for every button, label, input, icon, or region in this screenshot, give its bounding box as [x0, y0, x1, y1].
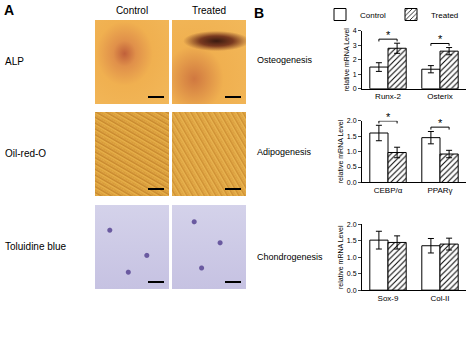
- html-text:Treated: Treated: [192, 5, 226, 16]
- svg-text:relative mRNA Level: relative mRNA Level: [343, 28, 350, 92]
- html-text:Oil-red-O: Oil-red-O: [5, 148, 47, 159]
- svg-text:0.5: 0.5: [347, 163, 357, 170]
- svg-text:1.5: 1.5: [347, 133, 357, 140]
- svg-text:2.0: 2.0: [347, 117, 357, 124]
- svg-text:relative mRNA Level: relative mRNA Level: [337, 119, 344, 183]
- svg-text:Chondrogenesis: Chondrogenesis: [257, 252, 323, 262]
- svg-text:0: 0: [353, 85, 357, 92]
- html-text:A: A: [4, 2, 15, 18]
- svg-text:Runx-2: Runx-2: [375, 92, 401, 101]
- svg-text:PPARγ: PPARγ: [427, 186, 452, 195]
- html-text:Toluidine blue: Toluidine blue: [5, 241, 67, 252]
- html-text:Control: Control: [115, 5, 149, 16]
- svg-text:Osteogenesis: Osteogenesis: [257, 55, 313, 65]
- svg-text:0.5: 0.5: [347, 270, 357, 277]
- svg-text:Col-II: Col-II: [430, 294, 449, 303]
- svg-text:Treated: Treated: [431, 11, 458, 20]
- svg-text:Adipogenesis: Adipogenesis: [257, 147, 312, 157]
- svg-text:Sox-9: Sox-9: [378, 294, 399, 303]
- svg-text:Control: Control: [360, 11, 386, 20]
- svg-text:1.0: 1.0: [347, 148, 357, 155]
- svg-text:1.0: 1.0: [347, 254, 357, 261]
- svg-text:relative mRNA Level: relative mRNA Level: [337, 225, 344, 289]
- svg-text:4: 4: [353, 27, 357, 34]
- svg-text:3: 3: [353, 42, 357, 49]
- svg-text:2: 2: [353, 56, 357, 63]
- svg-text:B: B: [254, 5, 264, 21]
- svg-text:*: *: [386, 111, 391, 123]
- svg-text:CEBP/α: CEBP/α: [374, 186, 403, 195]
- svg-text:*: *: [386, 29, 391, 41]
- svg-text:2.0: 2.0: [347, 221, 357, 228]
- svg-text:0.0: 0.0: [347, 287, 357, 294]
- svg-text:1.5: 1.5: [347, 237, 357, 244]
- svg-text:Osterix: Osterix: [427, 92, 452, 101]
- html-text:ALP: ALP: [5, 56, 24, 67]
- svg-text:1: 1: [353, 71, 357, 78]
- svg-text:*: *: [438, 117, 443, 129]
- svg-text:*: *: [438, 33, 443, 45]
- svg-text:0.0: 0.0: [347, 179, 357, 186]
